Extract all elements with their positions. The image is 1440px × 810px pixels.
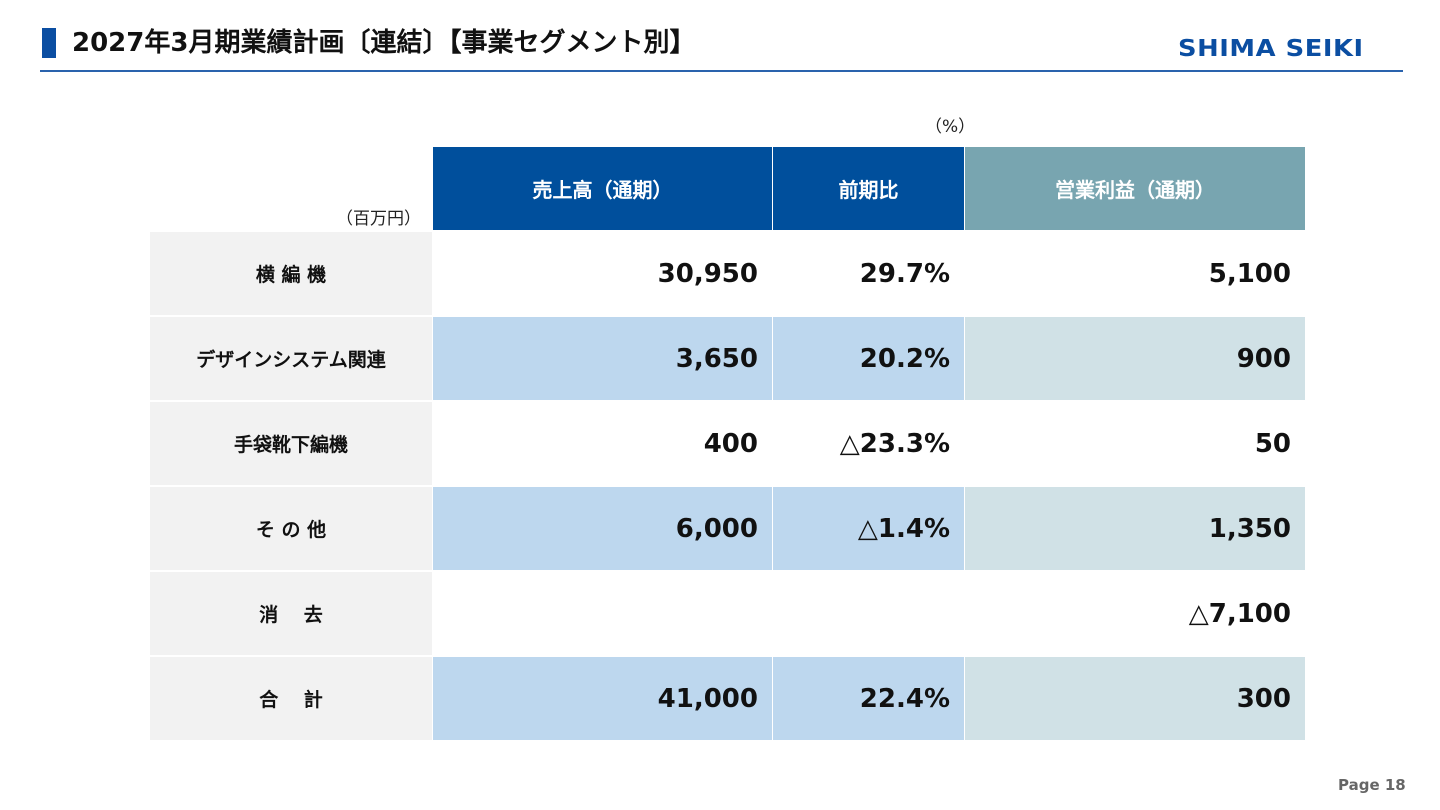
value-cell bbox=[433, 572, 772, 655]
value-cell: △1.4% bbox=[773, 487, 964, 570]
value-cell: 22.4% bbox=[773, 657, 964, 740]
logo: SHIMA SEIKI bbox=[1178, 36, 1364, 62]
column-header: 売上高（通期） bbox=[433, 147, 772, 230]
title-bar bbox=[42, 28, 56, 58]
row-label: 横 編 機 bbox=[150, 232, 432, 315]
value-cell: 30,950 bbox=[433, 232, 772, 315]
value-cell: 5,100 bbox=[965, 232, 1305, 315]
title: 2027年3月期業績計画〔連結〕【事業セグメント別】 bbox=[72, 28, 696, 58]
header-rule bbox=[40, 70, 1403, 72]
value-cell: 300 bbox=[965, 657, 1305, 740]
value-cell: 3,650 bbox=[433, 317, 772, 400]
column-header: 前期比 bbox=[773, 147, 964, 230]
value-cell: △23.3% bbox=[773, 402, 964, 485]
column-header: 営業利益（通期） bbox=[965, 147, 1305, 230]
value-cell: 41,000 bbox=[433, 657, 772, 740]
page-number: Page 18 bbox=[1338, 776, 1406, 794]
value-cell: 900 bbox=[965, 317, 1305, 400]
value-cell bbox=[773, 572, 964, 655]
value-cell: 6,000 bbox=[433, 487, 772, 570]
row-label: 手袋靴下編機 bbox=[150, 402, 432, 485]
row-label: 消 去 bbox=[150, 572, 432, 655]
value-cell: 50 bbox=[965, 402, 1305, 485]
row-label: 合 計 bbox=[150, 657, 432, 740]
value-cell: △7,100 bbox=[965, 572, 1305, 655]
row-label: そ の 他 bbox=[150, 487, 432, 570]
value-cell: 29.7% bbox=[773, 232, 964, 315]
unit-right: （%） bbox=[925, 117, 976, 137]
value-cell: 1,350 bbox=[965, 487, 1305, 570]
value-cell: 20.2% bbox=[773, 317, 964, 400]
row-label: デザインシステム関連 bbox=[150, 317, 432, 400]
unit-left: （百万円） bbox=[336, 209, 421, 229]
value-cell: 400 bbox=[433, 402, 772, 485]
